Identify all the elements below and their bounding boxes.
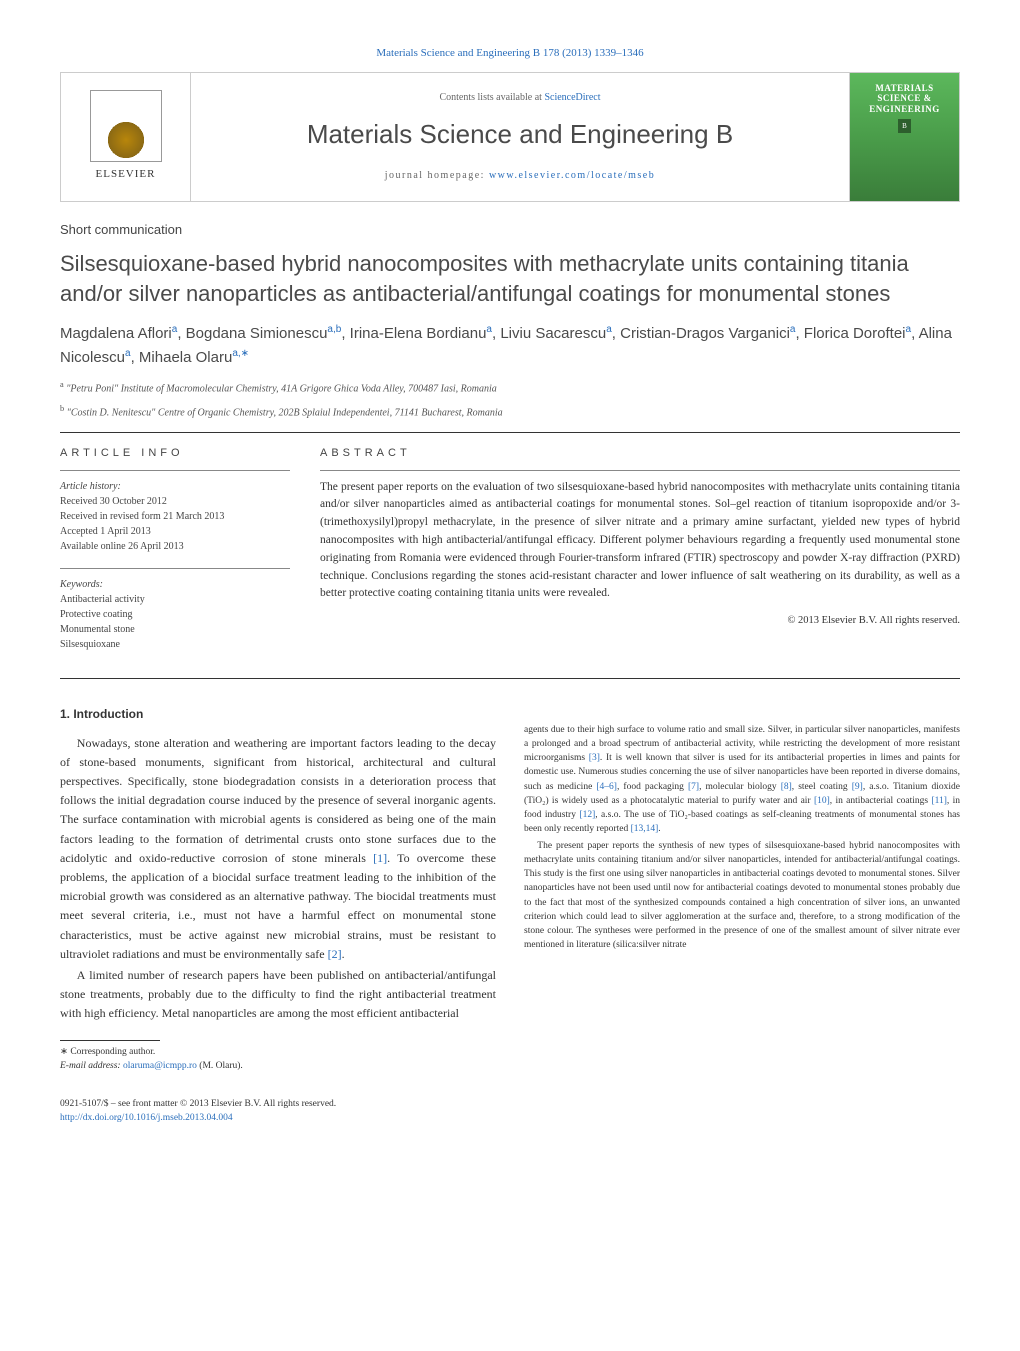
- info-rule: [60, 568, 290, 569]
- sciencedirect-link[interactable]: ScienceDirect: [544, 92, 600, 103]
- article-type: Short communication: [60, 220, 960, 240]
- body-paragraph: Nowadays, stone alteration and weatherin…: [60, 734, 496, 964]
- history-line: Received 30 October 2012: [60, 494, 290, 509]
- footer-block: agents due to their high surface to volu…: [524, 723, 960, 953]
- abstract-rule: [320, 470, 960, 471]
- keyword: Protective coating: [60, 607, 290, 622]
- body-paragraph: agents due to their high surface to volu…: [524, 723, 960, 837]
- divider-rule: [60, 432, 960, 433]
- keyword: Monumental stone: [60, 622, 290, 637]
- journal-homepage-line: journal homepage: www.elsevier.com/locat…: [385, 168, 656, 183]
- abstract-copyright: © 2013 Elsevier B.V. All rights reserved…: [320, 613, 960, 629]
- email-attribution: (M. Olaru).: [197, 1061, 243, 1071]
- section-1-heading: 1. Introduction: [60, 705, 496, 724]
- keyword: Antibacterial activity: [60, 592, 290, 607]
- citation-ref[interactable]: [3]: [589, 753, 600, 763]
- citation-ref[interactable]: [9]: [852, 782, 863, 792]
- affiliation: b "Costin D. Nenitescu" Centre of Organi…: [60, 403, 960, 420]
- running-head-citation: Materials Science and Engineering B 178 …: [60, 45, 960, 62]
- issn-line: 0921-5107/$ – see front matter © 2013 El…: [60, 1097, 960, 1111]
- body-paragraph: The present paper reports the synthesis …: [524, 839, 960, 953]
- history-line: Accepted 1 April 2013: [60, 524, 290, 539]
- issn-doi-footer: 0921-5107/$ – see front matter © 2013 El…: [60, 1097, 960, 1126]
- citation-ref[interactable]: [10]: [814, 796, 830, 806]
- journal-name: Materials Science and Engineering B: [307, 115, 733, 154]
- banner-center: Contents lists available at ScienceDirec…: [191, 73, 849, 201]
- keywords-block: Keywords: Antibacterial activity Protect…: [60, 577, 290, 652]
- contents-prefix: Contents lists available at: [439, 92, 544, 103]
- cover-series-letter: B: [898, 119, 911, 134]
- citation-ref[interactable]: [7]: [688, 782, 699, 792]
- info-abstract-row: ARTICLE INFO Article history: Received 3…: [60, 445, 960, 666]
- citation-ref[interactable]: [12]: [579, 810, 595, 820]
- citation-ref[interactable]: [1]: [373, 851, 387, 865]
- keywords-label: Keywords:: [60, 577, 290, 592]
- homepage-prefix: journal homepage:: [385, 170, 489, 181]
- affiliations: a "Petru Poni" Institute of Macromolecul…: [60, 379, 960, 420]
- author-list: Magdalena Afloria, Bogdana Simionescua,b…: [60, 322, 960, 369]
- history-line: Received in revised form 21 March 2013: [60, 509, 290, 524]
- corresponding-email-link[interactable]: olaruma@icmpp.ro: [123, 1061, 197, 1071]
- doi-link[interactable]: http://dx.doi.org/10.1016/j.mseb.2013.04…: [60, 1113, 233, 1123]
- abstract-heading: ABSTRACT: [320, 445, 960, 462]
- citation-ref[interactable]: [4–6]: [596, 782, 617, 792]
- abstract-text: The present paper reports on the evaluat…: [320, 479, 960, 604]
- article-history: Article history: Received 30 October 201…: [60, 479, 290, 554]
- article-body: 1. Introduction Nowadays, stone alterati…: [60, 705, 960, 1074]
- abstract-column: ABSTRACT The present paper reports on th…: [320, 445, 960, 666]
- corresponding-author: ∗ Corresponding author.: [60, 1045, 496, 1059]
- citation-ref[interactable]: [11]: [931, 796, 946, 806]
- divider-rule: [60, 678, 960, 679]
- publisher-logo-block: ELSEVIER: [61, 73, 191, 201]
- citation-ref[interactable]: [2]: [328, 947, 342, 961]
- cover-title: MATERIALS SCIENCE & ENGINEERING: [854, 83, 955, 115]
- journal-banner: ELSEVIER Contents lists available at Sci…: [60, 72, 960, 202]
- article-info-column: ARTICLE INFO Article history: Received 3…: [60, 445, 290, 666]
- elsevier-tree-icon: [90, 90, 162, 162]
- footnote-rule: [60, 1040, 160, 1041]
- email-label: E-mail address:: [60, 1061, 123, 1071]
- contents-lists-line: Contents lists available at ScienceDirec…: [439, 90, 600, 105]
- email-line: E-mail address: olaruma@icmpp.ro (M. Ola…: [60, 1059, 496, 1073]
- history-label: Article history:: [60, 479, 290, 494]
- affiliation: a "Petru Poni" Institute of Macromolecul…: [60, 379, 960, 396]
- history-line: Available online 26 April 2013: [60, 539, 290, 554]
- article-title: Silsesquioxane-based hybrid nanocomposit…: [60, 249, 960, 308]
- body-paragraph: A limited number of research papers have…: [60, 966, 496, 1024]
- journal-cover-thumb: MATERIALS SCIENCE & ENGINEERING B: [849, 73, 959, 201]
- article-info-heading: ARTICLE INFO: [60, 445, 290, 462]
- journal-homepage-link[interactable]: www.elsevier.com/locate/mseb: [489, 170, 655, 181]
- info-rule: [60, 470, 290, 471]
- publisher-label: ELSEVIER: [96, 166, 156, 183]
- citation-ref[interactable]: [8]: [781, 782, 792, 792]
- citation-ref[interactable]: [13,14]: [631, 824, 659, 834]
- keyword: Silsesquioxane: [60, 637, 290, 652]
- footnotes: ∗ Corresponding author. E-mail address: …: [60, 1045, 496, 1074]
